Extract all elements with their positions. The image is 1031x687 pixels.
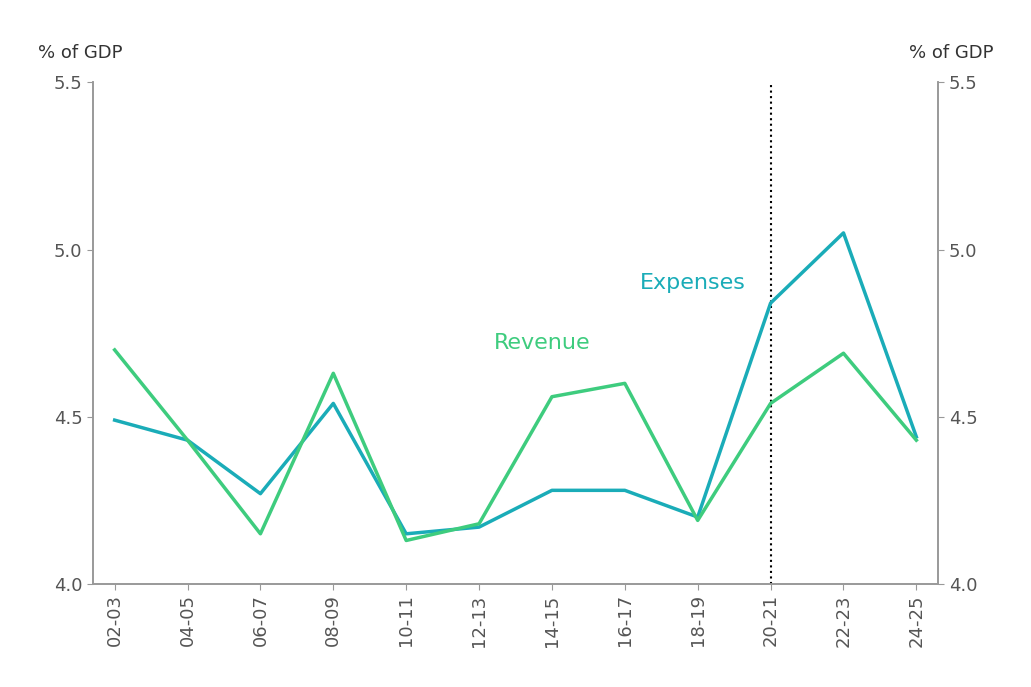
Text: Revenue: Revenue [494,333,591,353]
Text: % of GDP: % of GDP [38,45,123,63]
Text: % of GDP: % of GDP [908,45,993,63]
Text: Expenses: Expenses [639,273,745,293]
